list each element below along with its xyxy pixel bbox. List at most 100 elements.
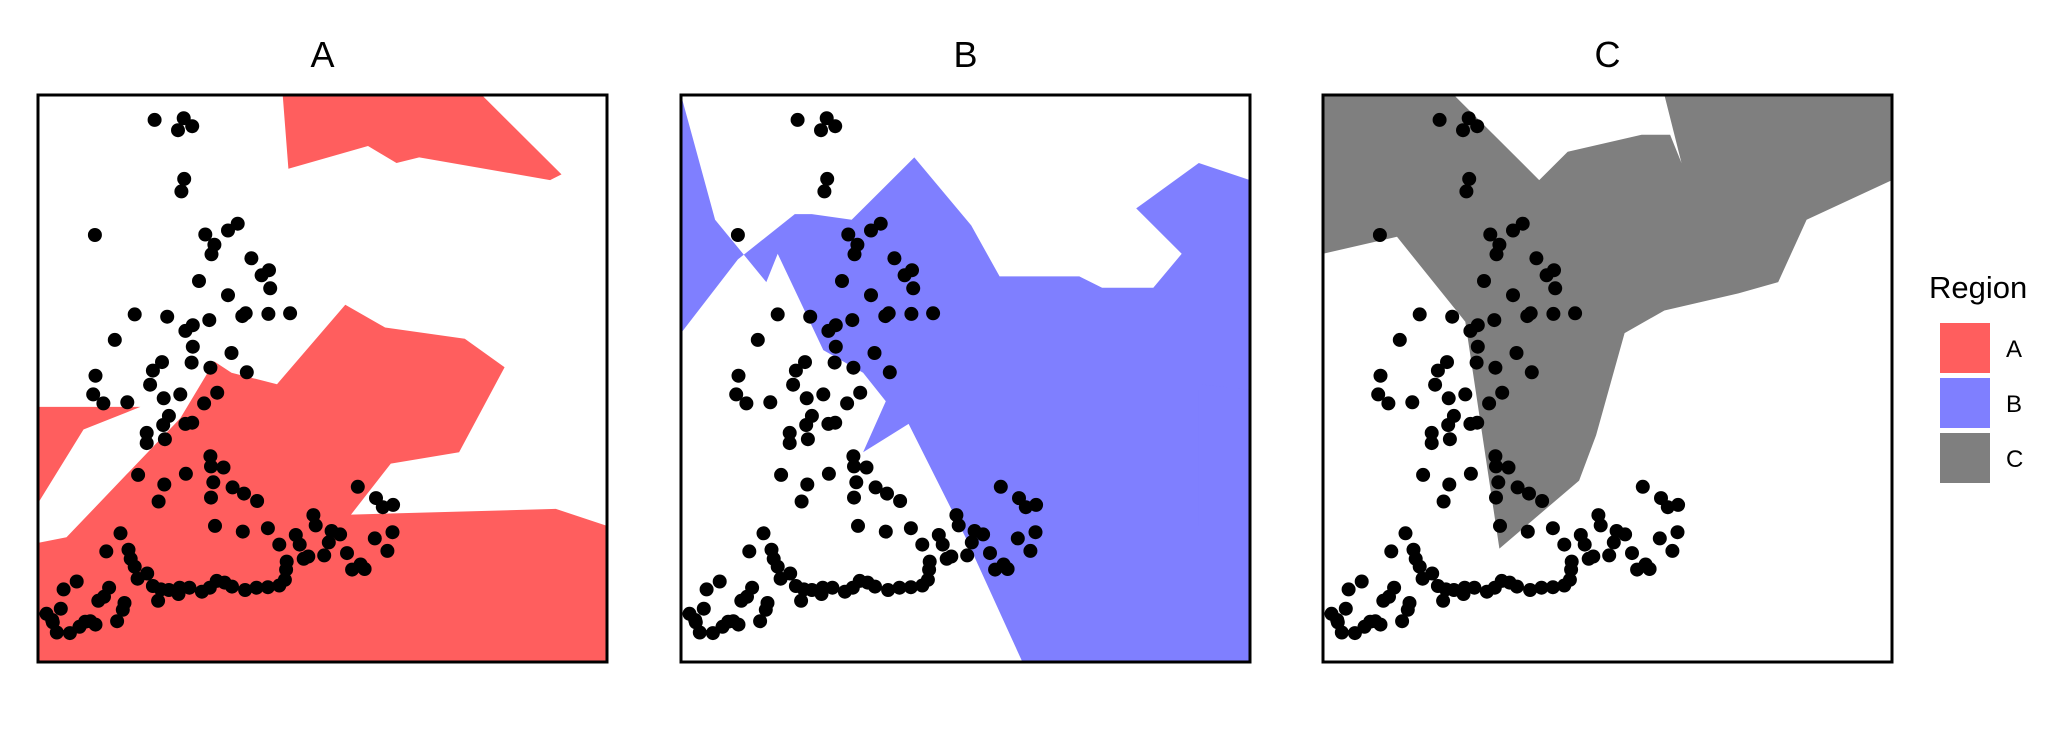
panel-c: C <box>1321 34 1894 664</box>
data-point <box>794 494 809 509</box>
data-point <box>121 542 136 557</box>
data-point <box>1028 525 1043 540</box>
data-point <box>184 355 199 370</box>
data-point <box>849 475 864 490</box>
data-point <box>1442 477 1457 492</box>
data-point <box>763 395 778 410</box>
data-point <box>1568 306 1583 321</box>
data-point <box>1581 551 1596 566</box>
data-point <box>960 548 975 563</box>
data-point <box>840 396 855 411</box>
panel-title: B <box>953 34 977 75</box>
data-point <box>817 184 832 199</box>
data-point <box>773 571 788 586</box>
data-point <box>237 486 251 501</box>
data-point <box>239 365 254 380</box>
data-point <box>1488 360 1503 375</box>
data-point <box>1440 355 1454 370</box>
data-point <box>1373 617 1388 632</box>
data-point <box>145 363 160 378</box>
data-point <box>1482 396 1497 411</box>
data-point <box>1670 525 1685 540</box>
data-point <box>1373 368 1388 383</box>
data-point <box>1483 227 1498 242</box>
data-point <box>1491 475 1506 490</box>
data-point <box>386 497 401 512</box>
data-point <box>983 546 997 561</box>
data-point <box>1372 228 1387 242</box>
data-point <box>705 626 720 641</box>
data-point <box>1347 626 1362 641</box>
data-point <box>230 216 245 231</box>
data-point <box>249 580 264 595</box>
legend-items: A B C <box>1940 323 2023 483</box>
data-point <box>1487 313 1502 328</box>
data-point <box>86 387 101 402</box>
data-point <box>87 228 102 242</box>
data-point <box>1545 521 1560 536</box>
data-point <box>904 306 919 321</box>
data-point <box>881 306 896 321</box>
data-point <box>814 123 828 138</box>
data-point <box>224 346 239 360</box>
data-point <box>131 467 146 482</box>
data-point <box>803 309 818 324</box>
data-point <box>821 416 836 431</box>
data-point <box>206 475 221 490</box>
data-point <box>1424 425 1439 440</box>
data-point <box>296 551 311 566</box>
region-fill-group <box>681 95 1250 662</box>
data-point <box>788 363 803 378</box>
data-point <box>799 418 814 432</box>
data-point <box>846 449 861 464</box>
data-point <box>828 339 843 354</box>
data-point <box>1625 546 1639 561</box>
legend-swatch-a <box>1940 323 1990 373</box>
data-point <box>847 459 861 474</box>
data-point <box>96 396 111 411</box>
data-point <box>906 281 921 296</box>
data-point <box>905 263 919 278</box>
data-point <box>993 479 1008 494</box>
data-point <box>1428 377 1443 392</box>
data-point <box>864 223 878 238</box>
data-point <box>1652 531 1667 546</box>
data-point <box>69 574 84 589</box>
data-point <box>91 593 106 608</box>
panel-border <box>1321 93 1894 664</box>
data-point <box>202 313 217 328</box>
data-point <box>321 535 336 550</box>
data-point <box>1398 526 1413 541</box>
data-point <box>204 459 218 474</box>
legend: Region A B C <box>1929 270 2027 483</box>
data-point <box>139 425 154 440</box>
data-point <box>182 580 197 595</box>
data-point <box>173 387 188 402</box>
data-point <box>88 368 103 383</box>
data-point <box>250 494 265 508</box>
data-point <box>367 531 382 546</box>
data-point <box>262 263 276 278</box>
data-point <box>1415 571 1430 586</box>
data-point <box>1405 395 1420 410</box>
data-point <box>794 593 809 608</box>
region-polygon-1 <box>1323 95 1892 549</box>
data-point <box>1523 583 1538 597</box>
data-point <box>846 360 861 375</box>
data-point <box>204 247 219 262</box>
data-point <box>967 524 982 538</box>
data-point <box>380 543 395 558</box>
data-point <box>1591 508 1606 523</box>
data-point <box>178 416 193 431</box>
data-point <box>750 332 765 347</box>
data-point <box>1456 123 1470 138</box>
data-point <box>788 579 803 593</box>
data-point <box>1424 436 1439 451</box>
data-point <box>712 574 727 589</box>
data-point <box>786 377 801 392</box>
data-point <box>1548 281 1563 296</box>
data-point <box>1642 562 1657 576</box>
panel-b: B <box>679 34 1252 664</box>
data-point <box>1546 306 1561 321</box>
